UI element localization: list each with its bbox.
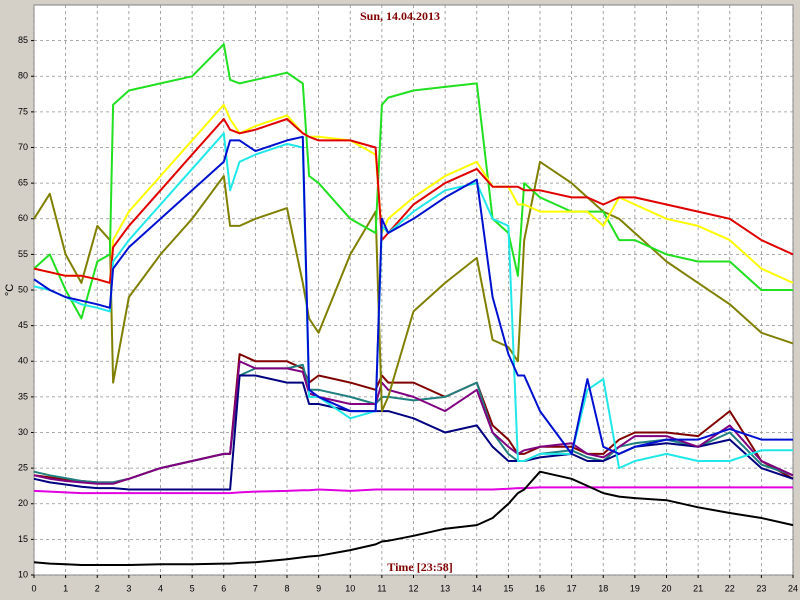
y-tick-label: 45 xyxy=(18,320,28,330)
x-tick-label: 11 xyxy=(377,583,386,593)
y-tick-label: 50 xyxy=(18,284,28,294)
x-tick-label: 0 xyxy=(31,583,36,593)
x-tick-label: 7 xyxy=(253,583,258,593)
y-tick-label: 70 xyxy=(18,142,28,152)
series-line xyxy=(33,360,794,485)
x-tick-label: 3 xyxy=(126,583,131,593)
series-line xyxy=(33,118,794,284)
series-line xyxy=(33,135,793,455)
series-line xyxy=(33,43,793,320)
y-tick-label: 15 xyxy=(18,534,28,544)
series-line xyxy=(33,374,794,491)
y-tick-label: 85 xyxy=(18,35,28,45)
x-tick-label: 4 xyxy=(158,583,163,593)
x-tick-label: 19 xyxy=(630,583,640,593)
x-tick-label: 5 xyxy=(190,583,195,593)
series-line xyxy=(33,486,793,495)
x-tick-label: 22 xyxy=(725,583,735,593)
x-tick-label: 2 xyxy=(95,583,100,593)
x-tick-label: 16 xyxy=(535,583,545,593)
x-tick-label: 1 xyxy=(63,583,68,593)
x-tick-label: 24 xyxy=(788,583,798,593)
y-tick-label: 35 xyxy=(18,391,28,401)
x-tick-label: 21 xyxy=(693,583,703,593)
y-tick-label: 55 xyxy=(18,249,28,259)
x-tick-label: 15 xyxy=(503,583,513,593)
series-line xyxy=(33,470,794,566)
y-tick-label: 75 xyxy=(18,106,28,116)
x-tick-label: 8 xyxy=(284,583,289,593)
y-tick-label: 25 xyxy=(18,463,28,473)
x-tick-label: 14 xyxy=(472,583,482,593)
x-tick-label: 10 xyxy=(345,583,355,593)
y-tick-label: 65 xyxy=(18,178,28,188)
lines xyxy=(33,43,794,566)
y-tick-label: 40 xyxy=(18,356,28,366)
chart-title: Sun, 14.04.2013 xyxy=(360,9,440,23)
x-tick-label: 20 xyxy=(661,583,671,593)
y-tick-label: 20 xyxy=(18,498,28,508)
x-tick-label: 23 xyxy=(756,583,766,593)
x-tick-label: 12 xyxy=(408,583,418,593)
y-tick-label: 10 xyxy=(18,569,28,579)
x-tick-label: 9 xyxy=(316,583,321,593)
x-tick-label: 6 xyxy=(221,583,226,593)
y-tick-label: 80 xyxy=(18,71,28,81)
y-tick-label: 60 xyxy=(18,213,28,223)
y-tick-label: 30 xyxy=(18,427,28,437)
y-axis-label: °C xyxy=(4,284,16,296)
x-tick-label: 17 xyxy=(567,583,577,593)
x-tick-label: 13 xyxy=(440,583,450,593)
x-axis-label: Time [23:58] xyxy=(387,560,452,574)
x-tick-label: 18 xyxy=(598,583,608,593)
